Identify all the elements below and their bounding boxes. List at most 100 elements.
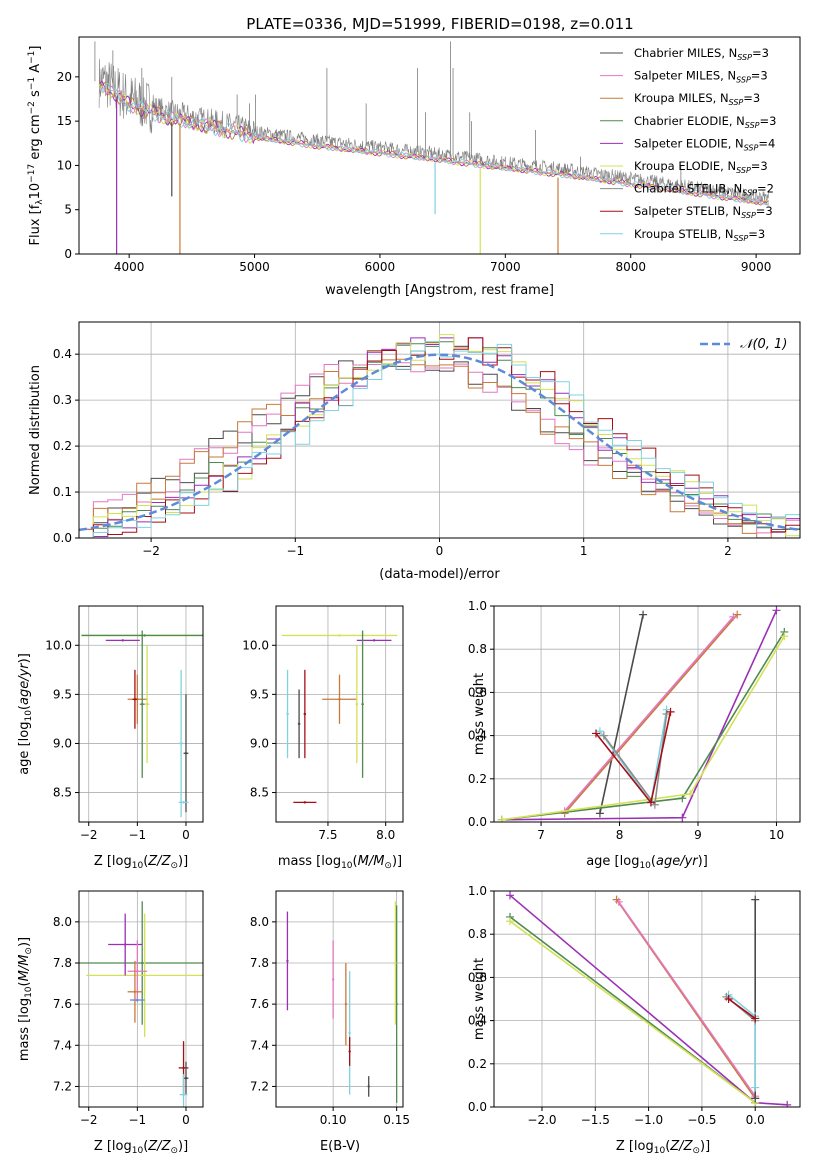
data-point [141,702,144,706]
tick-label-x: 5000 [239,260,270,274]
data-point [286,712,289,716]
weight-line [599,614,644,814]
weight-marker [729,612,738,621]
weight-marker [751,1083,760,1092]
axes-frame [493,890,801,1108]
y-axis-label: Normed distribution [28,365,43,495]
tick-label-y: 9.0 [53,736,72,750]
tick-label-y: 0.3 [53,393,72,407]
tick-label-x: 8 [616,828,624,842]
y-axis-label: Flux [fλ10−17 erg cm−2 s−1 A−1] [27,46,45,246]
axes-frame [78,36,801,255]
weight-marker [751,1014,760,1023]
x-axis-label: wavelength [Angstrom, rest frame] [325,283,554,298]
data-point [184,752,188,755]
model-spectrum [98,82,770,207]
tick-label-x: 10 [769,828,784,842]
mass-vs-EBV-axes [276,891,403,1107]
weight-marker [614,897,623,906]
tick-label-y: 8.5 [250,786,269,800]
weight-line [509,920,756,1104]
tick-label-x: −1 [129,1113,147,1127]
data-point [338,698,341,701]
weight-marker [639,610,648,619]
tick-label-y: 0.4 [468,1014,487,1028]
tick-label-y: 7.8 [53,956,72,970]
x-axis-label: (data-model)/error [379,567,500,582]
legend-entry: Kroupa STELIB, NSSP=3 [634,227,765,243]
tick-label-y: 0.0 [468,1100,487,1114]
data-point [367,1085,370,1088]
residuals-frame: −2 −1 0 1 2 0.0 0.1 0.2 0.3 0.4 [53,321,801,558]
age-vs-mass-plot [281,630,398,804]
tick-label-y: 0.2 [468,1057,487,1071]
figure-title: PLATE=0336, MJD=51999, FIBERID=0198, z=0… [246,15,633,33]
data-point [133,698,137,701]
mass-vs-EBV-plot [286,901,398,1103]
x-axis-label: mass [log10(M/M⊙)] [278,854,402,871]
tick-label-y: 7.6 [250,997,269,1011]
legend-entry: Salpeter MILES, NSSP=3 [634,69,768,85]
residuals-plot [79,334,800,538]
tick-label-y: 9.0 [250,736,269,750]
data-point [133,990,137,993]
tick-label-x: −2 [80,828,98,842]
tick-label-y: 7.6 [53,997,72,1011]
x-axis-label: age [log10(age/yr)] [586,854,708,871]
x-axis-label: Z [log10(Z/Z⊙)] [94,1139,188,1156]
weight-marker [751,1094,760,1103]
data-point [123,943,127,946]
axes-frame [78,890,204,1108]
tick-label-x: 9 [694,828,702,842]
tick-label-x: 0.15 [383,1113,410,1127]
tick-label-y: 0.4 [53,347,72,361]
tick-label-y: 8.5 [53,786,72,800]
tick-label-x: −1 [286,544,304,558]
tick-label-x: 0 [182,828,190,842]
data-point [394,961,397,965]
tick-label-x: −0.5 [687,1113,716,1127]
legend-entry: Chabrier MILES, NSSP=3 [634,46,769,62]
data-point [286,959,289,963]
tick-label-y: 0.4 [468,729,487,743]
tick-label-y: 1.0 [468,884,487,898]
tick-label-x: −2 [80,1113,98,1127]
y-axis-label: age [log10(age/yr)] [17,653,34,775]
data-point [348,1031,351,1035]
tick-label-x: −1.0 [634,1113,663,1127]
weight-line [618,901,756,1097]
age-vs-Z-frame: −2 −1 0 8.5 9.0 9.5 10.0 [45,605,204,842]
weight-marker [505,917,514,926]
tick-label-y: 0 [64,247,72,261]
data-point [141,961,144,965]
legend-entry: Chabrier STELIB, NSSP=2 [634,182,774,198]
legend-entry: Salpeter ELODIE, NSSP=4 [634,136,775,152]
tick-label-y: 10.0 [45,638,72,652]
tick-label-x: 7000 [490,260,521,274]
data-point [182,801,185,804]
mass-vs-Z-axes [79,891,203,1107]
weight-marker [751,895,760,904]
weight-marker [592,729,600,738]
tick-label-y: 10 [57,158,72,172]
axes-frame [78,605,204,823]
weight-marker [686,789,695,798]
data-point [145,702,149,706]
tick-label-y: 0.2 [53,439,72,453]
data-point [303,801,307,804]
weight-marker [772,606,781,615]
weight-marker [678,813,687,822]
weight-vs-Z-frame: −2.0 −1.5 −1.0 −0.5 0.0 0.0 0.2 0.4 0.6 0.8 1.0 [468,884,801,1127]
tick-label-x: −1 [129,828,147,842]
tick-label-y: 20 [57,70,72,84]
tick-label-y: 9.5 [250,687,269,701]
data-spectrum [98,58,769,206]
tick-label-x: −2 [142,544,160,558]
x-axis-label: Z [log10(Z/Z⊙)] [616,1139,710,1156]
tick-label-y: 15 [57,114,72,128]
tick-label-y: 10.0 [242,638,269,652]
tick-label-x: 7 [537,828,545,842]
tick-label-y: 0.8 [468,927,487,941]
axes-frame [275,605,404,823]
spectrum-frame: 4000 5000 6000 7000 8000 9000 0 5 10 15 20 [57,36,801,274]
